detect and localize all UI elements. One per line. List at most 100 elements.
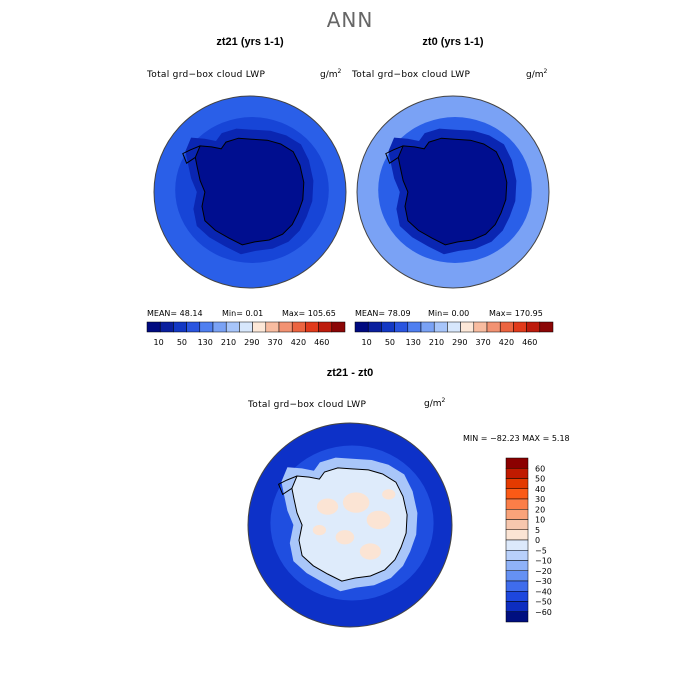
map-3-positive-patch-2 bbox=[342, 492, 370, 513]
map-1-continent-fill bbox=[195, 138, 304, 245]
cb2-cell-14 bbox=[526, 321, 541, 333]
polar-map-3 bbox=[248, 423, 452, 627]
cb2-cell-4 bbox=[394, 321, 409, 333]
cb2-tick-6: 370 bbox=[475, 338, 490, 347]
cb1-cell-15 bbox=[331, 321, 346, 333]
cb1-cell-14 bbox=[318, 321, 333, 333]
panel-1-title: zt21 (yrs 1-1) bbox=[216, 36, 284, 48]
panel-1-min: Min= 0.01 bbox=[222, 309, 264, 318]
cb1-cell-10 bbox=[265, 321, 280, 333]
map-2-coastline bbox=[397, 137, 508, 246]
panel-1-variable-label: Total grd−box cloud LWP bbox=[147, 70, 266, 80]
cb2-cell-5 bbox=[407, 321, 422, 333]
cb2-cell-15 bbox=[539, 321, 554, 333]
cb1-tick-1: 10 bbox=[154, 338, 164, 347]
cb3-tick-5: 20 bbox=[535, 505, 545, 514]
cb1-tick-2: 50 bbox=[177, 338, 187, 347]
panel-2-title: zt0 (yrs 1-1) bbox=[422, 36, 484, 48]
panel-3-variable-label: Total grd−box cloud LWP bbox=[248, 400, 367, 410]
map-3-positive-patch-4 bbox=[335, 530, 355, 545]
cb1-cell-11 bbox=[278, 321, 293, 333]
cb2-cell-7 bbox=[433, 321, 448, 333]
cb2-cell-3 bbox=[381, 321, 395, 333]
cb3-cell-12 bbox=[505, 570, 529, 582]
map-2-continent-fill bbox=[398, 138, 507, 245]
cb3-cell-2 bbox=[505, 468, 529, 479]
map-2-border bbox=[356, 95, 550, 289]
cb3-cell-3 bbox=[505, 478, 529, 489]
cb3-cell-1 bbox=[505, 457, 529, 469]
map-1-coastline bbox=[194, 137, 305, 246]
panel-2-units: g/m2 bbox=[526, 68, 548, 80]
map-1-border bbox=[153, 95, 347, 289]
cb1-tick-8: 460 bbox=[314, 338, 329, 347]
map-3-coastline bbox=[291, 467, 408, 582]
cb2-cell-1 bbox=[354, 321, 369, 333]
cb3-tick-11: −20 bbox=[535, 567, 552, 576]
cb3-cell-8 bbox=[505, 529, 529, 541]
cb2-tick-2: 50 bbox=[385, 338, 395, 347]
cb1-tick-5: 290 bbox=[244, 338, 259, 347]
cb1-cell-2 bbox=[159, 321, 174, 333]
cb3-cell-16 bbox=[505, 611, 529, 623]
main-title: ANN bbox=[326, 8, 374, 32]
panel-2-min: Min= 0.00 bbox=[428, 309, 470, 318]
panel-3-title: zt21 - zt0 bbox=[326, 367, 374, 379]
cb1-cell-4 bbox=[186, 321, 201, 333]
panel-2-mean: MEAN= 78.09 bbox=[355, 309, 411, 318]
cb2-cell-10 bbox=[473, 321, 488, 333]
cb3-cell-6 bbox=[505, 509, 529, 520]
cb1-cell-12 bbox=[291, 321, 306, 333]
cb1-tick-6: 370 bbox=[267, 338, 282, 347]
panel-2-variable-label: Total grd−box cloud LWP bbox=[352, 70, 471, 80]
cb3-tick-7: 5 bbox=[535, 526, 540, 535]
cb3-cell-4 bbox=[505, 488, 529, 500]
panel-1-max: Max= 105.65 bbox=[282, 309, 336, 318]
cb2-cell-11 bbox=[486, 321, 501, 333]
cb3-tick-3: 40 bbox=[535, 485, 545, 494]
cb1-cell-9 bbox=[252, 321, 267, 333]
cb3-tick-2: 50 bbox=[535, 475, 545, 484]
cb2-cell-12 bbox=[499, 321, 514, 333]
map-3-peninsula bbox=[277, 475, 298, 496]
cb3-cell-15 bbox=[505, 601, 529, 612]
map-3-positive-patch-6 bbox=[312, 525, 327, 536]
polar-map-1 bbox=[154, 96, 346, 288]
cb3-tick-10: −10 bbox=[535, 557, 552, 566]
cb3-tick-6: 10 bbox=[535, 516, 545, 525]
map-2-peninsula bbox=[385, 145, 404, 164]
cb1-tick-7: 420 bbox=[291, 338, 306, 347]
cb3-tick-9: −5 bbox=[535, 546, 547, 555]
cb1-cell-6 bbox=[212, 321, 227, 333]
cb1-tick-3: 130 bbox=[198, 338, 213, 347]
polar-map-2 bbox=[357, 96, 549, 288]
cb1-cell-7 bbox=[225, 321, 240, 333]
cb3-tick-8: 0 bbox=[535, 536, 540, 545]
map-1-peninsula bbox=[182, 145, 201, 164]
cb3-tick-14: −50 bbox=[535, 598, 552, 607]
cb2-cell-8 bbox=[447, 321, 461, 333]
cb2-tick-7: 420 bbox=[499, 338, 514, 347]
map-3-border bbox=[247, 422, 453, 628]
cb2-cell-9 bbox=[460, 321, 475, 333]
cb3-cell-7 bbox=[505, 519, 529, 530]
map-3-positive-patch-1 bbox=[316, 498, 339, 515]
cb3-tick-4: 30 bbox=[535, 495, 545, 504]
cb1-tick-4: 210 bbox=[221, 338, 236, 347]
cb2-tick-4: 210 bbox=[429, 338, 444, 347]
panel-1-units: g/m2 bbox=[320, 68, 342, 80]
cb3-tick-13: −40 bbox=[535, 587, 552, 596]
cb3-cell-11 bbox=[505, 560, 529, 571]
map-3-positive-patch-5 bbox=[359, 543, 382, 560]
cb2-tick-8: 460 bbox=[522, 338, 537, 347]
cb2-tick-5: 290 bbox=[452, 338, 467, 347]
cb3-tick-15: −60 bbox=[535, 608, 552, 617]
cb2-cell-13 bbox=[513, 321, 527, 333]
panel-3-units: g/m2 bbox=[424, 397, 446, 409]
cb1-cell-13 bbox=[305, 321, 319, 333]
cb3-cell-14 bbox=[505, 591, 529, 602]
cb1-cell-3 bbox=[173, 321, 187, 333]
map-3-positive-patch-7 bbox=[382, 489, 396, 500]
cb3-cell-10 bbox=[505, 550, 529, 561]
